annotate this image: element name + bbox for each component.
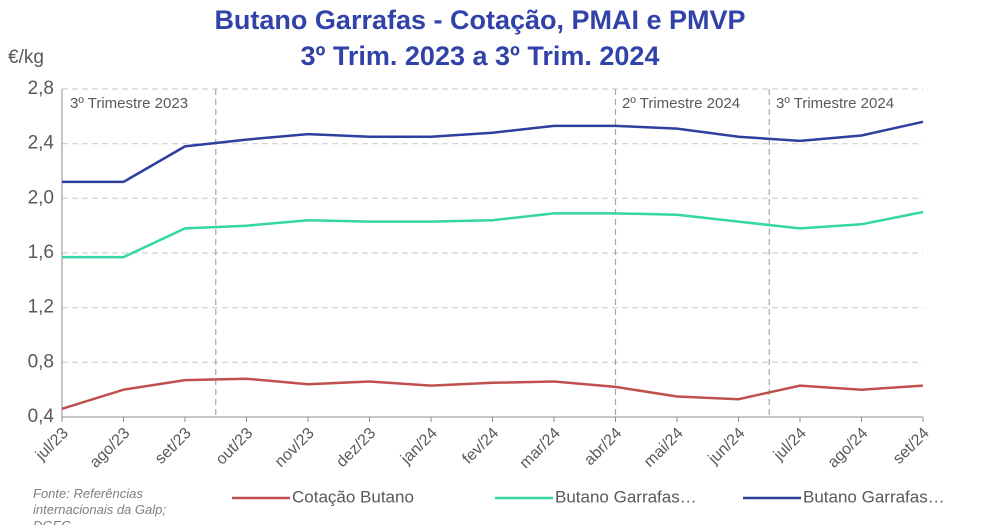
y-tick-label: 2,0 xyxy=(28,187,54,208)
y-tick-label: 1,6 xyxy=(28,242,54,263)
x-tick-label: fev/24 xyxy=(459,425,502,468)
y-tick-label: 2,8 xyxy=(28,78,54,99)
x-tick-label: out/23 xyxy=(213,425,257,469)
x-tick-label: ago/24 xyxy=(825,425,872,472)
x-tick-label: abr/24 xyxy=(581,425,625,469)
series-line xyxy=(62,210,924,259)
y-axis-label: €/kg xyxy=(8,47,44,68)
x-tick-label: dez/23 xyxy=(333,425,379,471)
legend-label: Butano Garrafas… xyxy=(555,487,697,506)
annotation: 3º Trimestre 2023 xyxy=(70,95,188,112)
series-line xyxy=(61,377,924,410)
x-tick-label: nov/23 xyxy=(272,425,318,471)
x-tick-label: mai/24 xyxy=(641,425,687,471)
x-tick-label: mar/24 xyxy=(517,425,564,472)
x-tick-label: jun/24 xyxy=(705,425,749,469)
y-tick-label: 1,2 xyxy=(28,297,54,318)
y-tick-label: 0,8 xyxy=(28,351,54,372)
chart-subtitle: 3º Trim. 2023 a 3º Trim. 2024 xyxy=(301,41,660,71)
source-note: Fonte: Referências internacionais da Gal… xyxy=(33,486,166,525)
x-tick-label: jan/24 xyxy=(397,425,441,469)
x-tick-label: jul/23 xyxy=(32,425,72,465)
y-tick-label: 2,4 xyxy=(28,133,55,154)
legend-label: Cotação Butano xyxy=(292,487,414,506)
x-tick-label: jul/24 xyxy=(770,425,810,465)
series-line xyxy=(62,120,924,184)
annotation: 3º Trimestre 2024 xyxy=(776,95,894,112)
x-tick-label: set/24 xyxy=(890,425,933,468)
x-tick-label: set/23 xyxy=(152,425,195,468)
legend-label: Butano Garrafas… xyxy=(803,487,945,506)
annotation: 2º Trimestre 2024 xyxy=(622,95,740,112)
y-tick-label: 0,4 xyxy=(28,406,55,427)
x-tick-label: ago/23 xyxy=(87,425,134,472)
chart-title: Butano Garrafas - Cotação, PMAI e PMVP xyxy=(214,5,745,35)
